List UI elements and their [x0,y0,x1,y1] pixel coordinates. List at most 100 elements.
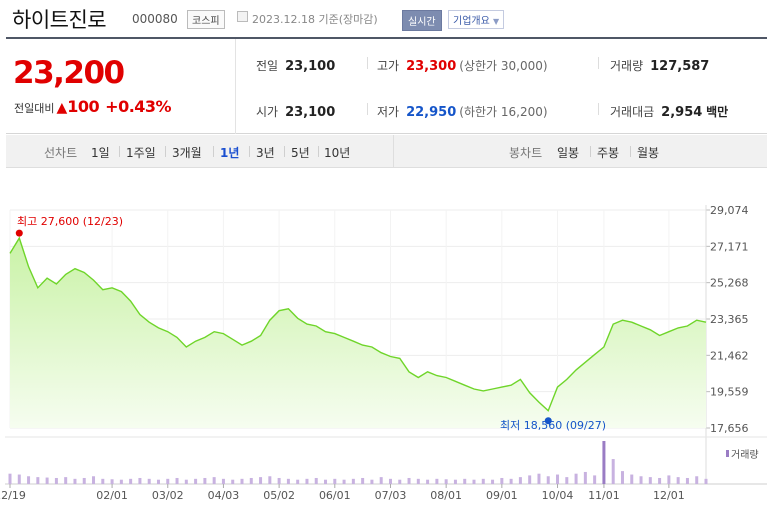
volume-bar [64,477,68,484]
volume-bar [500,477,504,484]
volume-bar [101,478,105,484]
volume-bar [92,476,96,484]
change-percent: +0.43% [105,97,172,116]
volume-bar [231,479,235,484]
volume-bar [658,477,662,484]
tab-monthly[interactable]: 월봉 [637,146,660,160]
volume-bar [528,475,532,484]
y-tick-label: 25,268 [710,277,749,290]
x-tick-label: 05/02 [263,489,295,502]
volume-bar [518,477,522,484]
volume-bar [147,478,151,484]
tab-1y[interactable]: 1년 [220,146,240,160]
volume-bar [73,478,77,484]
volume-bar [82,477,86,484]
x-tick-label: 04/03 [208,489,240,502]
volume-bar [342,479,346,484]
x-tick-label: 07/03 [375,489,407,502]
volume-bar [8,473,12,484]
x-tick-label: 02/01 [96,489,128,502]
y-tick-label: 17,656 [710,422,749,435]
realtime-button[interactable]: 실시간 [402,10,442,31]
volume-bar [286,478,290,484]
volume-legend-swatch [726,450,729,457]
quote-date: 2023.12.18 기준(장마감) [252,13,378,26]
low-marker [544,417,552,425]
volume-bar [435,478,439,484]
volume-bar [695,476,699,484]
volume-bar [184,479,188,484]
volume-bar [156,479,160,484]
volume-bar [611,459,615,484]
volume-bar [305,478,309,484]
volume-bar [639,476,643,484]
volume-bar [398,479,402,484]
volume-bar [416,478,420,484]
volume-bar [509,478,513,484]
volume-bar [685,477,689,484]
volume-bar [426,479,430,484]
volume-bar [17,474,21,484]
trade-volume: 거래량 127,587 [610,59,710,74]
tab-10y[interactable]: 10년 [324,146,351,160]
volume-bar [240,478,244,484]
volume-bar [667,475,671,484]
price-line [9,236,707,412]
x-tick-label: 06/01 [319,489,351,502]
volume-bar [620,471,624,484]
volume-bar [472,479,476,484]
volume-bar [463,478,467,484]
price-area [10,238,706,428]
y-tick-label: 21,462 [710,349,749,362]
stock-name: 하이트진로 [12,8,107,32]
chart-period-tabs: 선차트 1일 1주일 3개월 1년 3년 5년 10년 봉차트 일봉 주봉 월봉 [6,135,767,168]
volume-bar [129,478,133,484]
tab-3m[interactable]: 3개월 [172,146,202,160]
chevron-down-icon: ▼ [493,17,500,26]
volume-bar [453,479,457,484]
volume-bar [277,477,281,484]
volume-bar [704,478,708,484]
x-tick-label: 03/02 [152,489,184,502]
tab-1w[interactable]: 1주일 [126,146,156,160]
price-change: 전일대비 ▲100 +0.43% [14,97,172,116]
volume-bar [296,479,300,484]
tab-daily[interactable]: 일봉 [557,146,580,160]
low-label: 최저 18,560 (09/27) [500,419,606,432]
current-price-panel: 23,200 전일대비 ▲100 +0.43% [6,39,236,134]
volume-bar [444,479,448,484]
volume-bar [194,478,198,484]
volume-bar [481,478,485,484]
volume-bar [370,479,374,484]
volume-bar [648,477,652,484]
price-chart[interactable]: 최고 27,600 (12/23) 최저 18,560 (09/27) 29,07… [0,185,767,518]
volume-bar [491,479,495,484]
x-tick-label: 09/01 [486,489,518,502]
volume-bar [574,473,578,484]
volume-bar [203,477,207,484]
volume-bar [175,477,179,484]
volume-bar [379,477,383,484]
up-arrow-icon: ▲ [56,100,68,116]
volume-bar [676,477,680,484]
tab-5y[interactable]: 5년 [291,146,310,160]
volume-bar [138,477,142,484]
volume-bar [361,477,365,484]
x-tick-label: 12/01 [653,489,685,502]
volume-bar [27,476,31,484]
x-tick-label: 12/19 [0,489,26,502]
y-tick-label: 29,074 [710,204,749,217]
open-price: 시가 23,100 [256,105,336,120]
trade-amount: 거래대금 2,954 백만 [610,105,729,120]
line-chart-caption: 선차트 [44,146,78,160]
volume-bar [212,477,216,484]
volume-bar [110,479,114,484]
prev-close: 전일 23,100 [256,59,336,74]
price-summary: 23,200 전일대비 ▲100 +0.43% 전일 23,100 시가 23,100 … [6,37,767,134]
volume-bar [119,479,123,484]
tab-3y[interactable]: 3년 [256,146,275,160]
company-info-dropdown[interactable]: 기업개요 ▼ [448,10,505,29]
calendar-icon [237,11,248,22]
tab-weekly[interactable]: 주봉 [597,146,620,160]
tab-1d[interactable]: 1일 [91,146,110,160]
